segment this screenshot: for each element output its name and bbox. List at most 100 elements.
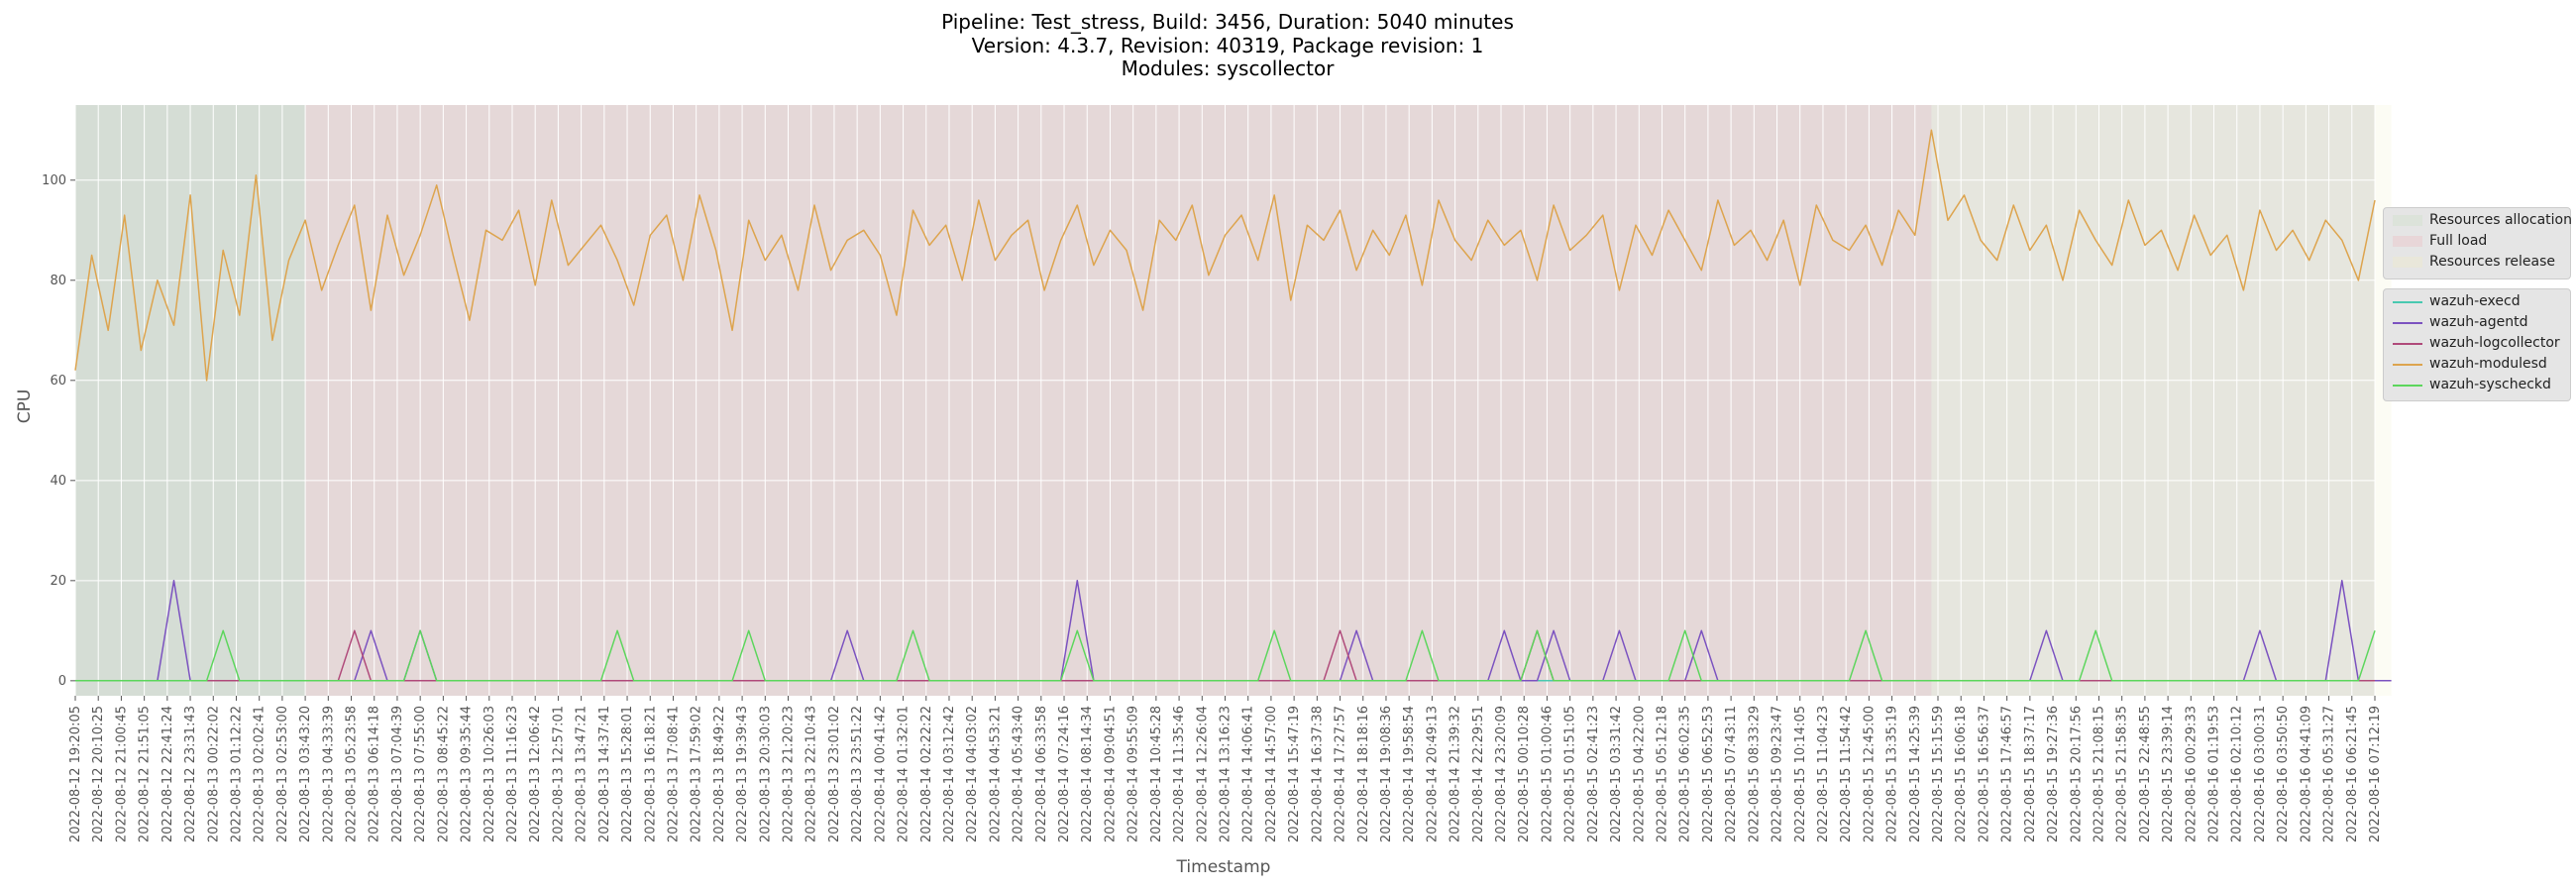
x-tick-label: 2022-08-12 20:10:25 bbox=[91, 706, 106, 842]
chart-title-line-1: Pipeline: Test_stress, Build: 3456, Dura… bbox=[941, 10, 1514, 34]
legend-label: wazuh-modulesd bbox=[2429, 356, 2547, 372]
legend-label: Full load bbox=[2429, 233, 2488, 249]
x-tick-label: 2022-08-15 22:48:55 bbox=[2138, 706, 2153, 842]
x-tick-label: 2022-08-15 06:52:53 bbox=[1701, 706, 1716, 842]
x-tick-label: 2022-08-14 12:26:04 bbox=[1195, 706, 1210, 842]
x-tick-label: 2022-08-15 00:10:28 bbox=[1517, 706, 1532, 842]
x-tick-label: 2022-08-14 21:39:32 bbox=[1449, 706, 1463, 842]
x-tick-label: 2022-08-16 04:41:09 bbox=[2299, 706, 2313, 842]
x-tick-label: 2022-08-16 06:21:45 bbox=[2345, 706, 2360, 842]
x-tick-label: 2022-08-16 05:31:27 bbox=[2322, 706, 2337, 842]
chart-title-line-3: Modules: syscollector bbox=[1121, 56, 1335, 80]
legend-item-wazuh-agentd: wazuh-agentd bbox=[2384, 312, 2570, 333]
x-tick-label: 2022-08-14 04:53:21 bbox=[988, 706, 1003, 842]
x-tick-label: 2022-08-12 19:20:05 bbox=[68, 706, 83, 842]
x-tick-label: 2022-08-13 12:57:01 bbox=[551, 706, 566, 842]
x-tick-label: 2022-08-15 07:43:11 bbox=[1724, 706, 1739, 842]
x-tick-label: 2022-08-13 04:33:39 bbox=[321, 706, 336, 842]
x-tick-label: 2022-08-13 09:35:44 bbox=[460, 706, 475, 842]
x-tick-label: 2022-08-13 16:18:21 bbox=[643, 706, 658, 842]
x-tick-label: 2022-08-13 23:51:22 bbox=[850, 706, 865, 842]
y-tick-group: 0 20 40 60 80 100 bbox=[42, 173, 75, 689]
x-tick-label: 2022-08-14 23:20:09 bbox=[1494, 706, 1509, 842]
legend-label: wazuh-execd bbox=[2429, 293, 2521, 309]
x-tick-label: 2022-08-15 01:00:46 bbox=[1540, 706, 1555, 842]
x-tick-label: 2022-08-13 07:04:39 bbox=[390, 706, 405, 842]
x-tick-label: 2022-08-13 13:47:21 bbox=[575, 706, 590, 842]
x-tick-label: 2022-08-16 07:12:19 bbox=[2368, 706, 2383, 842]
x-tick-label: 2022-08-14 20:49:13 bbox=[1425, 706, 1440, 842]
x-tick-label: 2022-08-13 02:02:41 bbox=[253, 706, 268, 842]
x-tick-label: 2022-08-15 21:58:35 bbox=[2115, 706, 2130, 842]
legend-line-execd bbox=[2393, 301, 2422, 303]
x-tick-label: 2022-08-12 22:41:24 bbox=[161, 706, 175, 842]
x-tick-label: 2022-08-14 08:14:34 bbox=[1080, 706, 1095, 842]
x-tick-label: 2022-08-15 03:31:42 bbox=[1609, 706, 1624, 842]
x-tick-label: 2022-08-13 21:20:23 bbox=[782, 706, 797, 842]
x-tick-label: 2022-08-13 12:06:42 bbox=[528, 706, 543, 842]
phase-legend: Resources allocation Full load Resources… bbox=[2383, 207, 2572, 279]
x-tick-label: 2022-08-14 14:57:00 bbox=[1264, 706, 1279, 842]
x-tick-label: 2022-08-14 07:24:16 bbox=[1057, 706, 1072, 842]
x-tick-label: 2022-08-14 01:32:01 bbox=[897, 706, 912, 842]
x-tick-label: 2022-08-13 15:28:01 bbox=[620, 706, 635, 842]
legend-label: wazuh-logcollector bbox=[2429, 335, 2560, 351]
legend-item-full-load: Full load bbox=[2384, 231, 2570, 252]
x-tick-label: 2022-08-13 03:43:20 bbox=[298, 706, 313, 842]
x-tick-label: 2022-08-13 20:30:03 bbox=[758, 706, 773, 842]
legend-label: wazuh-agentd bbox=[2429, 314, 2528, 330]
x-tick-label: 2022-08-13 23:01:02 bbox=[827, 706, 842, 842]
legend-item-wazuh-logcollector: wazuh-logcollector bbox=[2384, 333, 2570, 354]
x-tick-label: 2022-08-14 22:29:51 bbox=[1471, 706, 1486, 842]
x-tick-label: 2022-08-15 23:39:14 bbox=[2161, 706, 2176, 842]
x-tick-label: 2022-08-14 13:16:23 bbox=[1219, 706, 1234, 842]
legend-item-wazuh-modulesd: wazuh-modulesd bbox=[2384, 354, 2570, 375]
x-tick-label: 2022-08-16 02:10:12 bbox=[2230, 706, 2245, 842]
x-tick-label: 2022-08-14 15:47:19 bbox=[1287, 706, 1302, 842]
y-tick-label: 0 bbox=[58, 674, 66, 689]
x-tick-label: 2022-08-15 11:54:42 bbox=[1839, 706, 1854, 842]
x-tick-label: 2022-08-14 18:18:16 bbox=[1356, 706, 1371, 842]
x-tick-label: 2022-08-14 00:41:42 bbox=[873, 706, 888, 842]
x-tick-label: 2022-08-15 17:46:57 bbox=[2000, 706, 2015, 842]
x-tick-label: 2022-08-15 02:41:23 bbox=[1586, 706, 1601, 842]
legend-patch-full-load bbox=[2393, 236, 2422, 247]
x-tick-label: 2022-08-15 13:35:19 bbox=[1885, 706, 1900, 842]
x-tick-label: 2022-08-13 00:22:02 bbox=[206, 706, 221, 842]
x-tick-label: 2022-08-15 09:23:47 bbox=[1771, 706, 1785, 842]
y-tick-label: 20 bbox=[50, 574, 66, 589]
x-tick-label: 2022-08-14 03:12:42 bbox=[942, 706, 957, 842]
series-line-wazuh-syscheckd bbox=[75, 629, 2376, 682]
x-tick-label: 2022-08-13 11:16:23 bbox=[505, 706, 520, 842]
x-tick-label: 2022-08-15 16:56:37 bbox=[1977, 706, 1991, 842]
x-tick-label: 2022-08-14 09:04:51 bbox=[1103, 706, 1118, 842]
phase-band-group bbox=[75, 105, 2392, 696]
series-line-wazuh-modulesd bbox=[74, 129, 2376, 382]
legend-item-wazuh-execd: wazuh-execd bbox=[2384, 291, 2570, 312]
x-tick-label: 2022-08-15 19:27:36 bbox=[2046, 706, 2061, 842]
x-tick-label: 2022-08-15 21:08:15 bbox=[2092, 706, 2106, 842]
x-tick-label: 2022-08-14 05:43:40 bbox=[1012, 706, 1026, 842]
x-tick-label: 2022-08-13 22:10:43 bbox=[805, 706, 819, 842]
x-tick-label: 2022-08-14 14:06:41 bbox=[1241, 706, 1256, 842]
x-tick-label: 2022-08-16 03:00:31 bbox=[2253, 706, 2268, 842]
x-tick-label: 2022-08-16 03:50:50 bbox=[2276, 706, 2291, 842]
y-axis-label: CPU bbox=[15, 390, 35, 424]
x-tick-label: 2022-08-13 02:53:00 bbox=[275, 706, 290, 842]
x-tick-label: 2022-08-13 06:14:18 bbox=[368, 706, 382, 842]
x-tick-label: 2022-08-13 10:26:03 bbox=[483, 706, 497, 842]
x-tick-label: 2022-08-15 08:33:29 bbox=[1747, 706, 1762, 842]
x-tick-label: 2022-08-15 20:17:56 bbox=[2069, 706, 2084, 842]
x-tick-label: 2022-08-15 04:22:00 bbox=[1632, 706, 1647, 842]
series-legend: wazuh-execd wazuh-agentd wazuh-logcollec… bbox=[2383, 288, 2571, 401]
series-group bbox=[74, 129, 2392, 682]
x-tick-label: 2022-08-13 14:37:41 bbox=[597, 706, 612, 842]
x-tick-label: 2022-08-15 11:04:23 bbox=[1816, 706, 1831, 842]
phase-band-2 bbox=[1931, 105, 2392, 696]
x-tick-label: 2022-08-13 01:12:22 bbox=[229, 706, 244, 842]
x-tick-label: 2022-08-13 17:59:02 bbox=[690, 706, 704, 842]
legend-patch-release bbox=[2393, 257, 2422, 268]
x-tick-label: 2022-08-15 01:51:05 bbox=[1563, 706, 1578, 842]
legend-item-resources-release: Resources release bbox=[2384, 252, 2570, 273]
